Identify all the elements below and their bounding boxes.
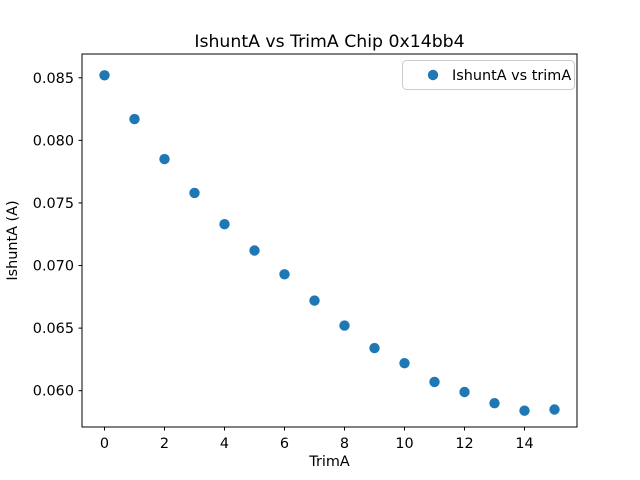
data-point (519, 405, 530, 416)
ticks-group: 0 2 4 6 8 10 12 14 0.060 0.065 0.070 0.075 0.080 0.08… (33, 71, 534, 452)
y-axis-label: IshuntA (A) (5, 200, 21, 280)
x-axis-label: TrimA (308, 454, 350, 470)
x-tick-label: 8 (340, 436, 349, 452)
x-tick-label: 4 (220, 436, 229, 452)
x-tick-label: 2 (160, 436, 169, 452)
data-point (249, 245, 260, 256)
y-tick-label: 0.065 (33, 321, 74, 337)
data-points-group (99, 70, 560, 416)
x-tick-label: 0 (100, 436, 109, 452)
y-tick-label: 0.080 (33, 133, 74, 149)
y-tick-label: 0.075 (33, 196, 74, 212)
legend-frame (402, 60, 575, 90)
data-point (399, 358, 410, 369)
data-point (549, 404, 560, 415)
x-tick-label: 6 (280, 436, 289, 452)
chart-title: IshuntA vs TrimA Chip 0x14bb4 (194, 32, 464, 52)
data-point (459, 386, 470, 398)
data-point (309, 295, 320, 306)
y-tick-label: 0.085 (33, 71, 74, 87)
y-tick-label: 0.060 (33, 384, 74, 400)
data-point (279, 269, 290, 280)
data-point (429, 376, 440, 388)
data-point (129, 113, 140, 125)
data-point (219, 219, 230, 230)
data-point (99, 70, 110, 81)
legend: IshuntA vs trimA (402, 60, 575, 90)
axes-spines (81, 53, 578, 428)
x-tick-label: 10 (395, 436, 413, 452)
y-tick-label: 0.070 (33, 259, 74, 275)
x-tick-label: 14 (515, 436, 533, 452)
data-point (189, 187, 200, 199)
legend-label: IshuntA vs trimA (452, 68, 571, 84)
data-point (489, 398, 500, 409)
data-point (159, 153, 170, 165)
data-point (369, 342, 380, 354)
data-point (339, 320, 350, 331)
legend-marker-icon (427, 69, 439, 81)
x-tick-label: 12 (455, 436, 473, 452)
